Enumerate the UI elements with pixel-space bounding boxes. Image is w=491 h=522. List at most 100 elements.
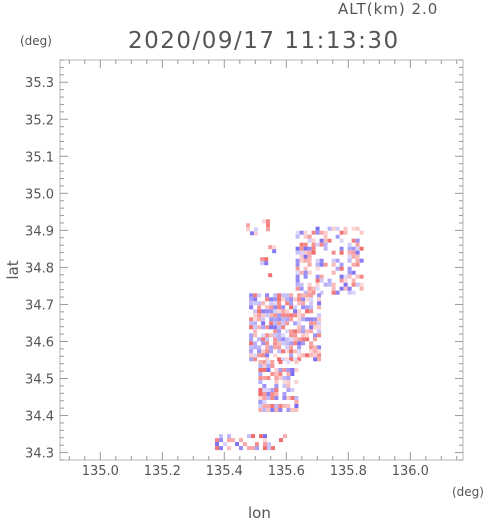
data-cell: [282, 384, 287, 388]
data-cell: [243, 442, 247, 447]
data-cell: [315, 266, 320, 271]
data-cell: [219, 434, 223, 439]
data-cell: [253, 353, 258, 358]
data-cell: [269, 309, 274, 314]
data-cell: [262, 376, 267, 380]
data-cell: [351, 226, 356, 231]
data-cell: [309, 301, 314, 306]
data-cell: [313, 325, 318, 330]
data-cell: [290, 408, 295, 412]
data-cell: [253, 313, 258, 318]
data-cell: [246, 227, 250, 232]
data-cell: [309, 353, 314, 358]
data-cell: [309, 321, 314, 326]
data-cell: [351, 282, 356, 287]
data-cell: [315, 278, 320, 283]
y-tick-label: 34.3: [25, 447, 54, 462]
data-cell: [266, 364, 271, 368]
data-cell: [313, 345, 318, 350]
data-cell: [317, 317, 322, 322]
data-cell: [253, 297, 258, 302]
data-cell: [235, 442, 239, 447]
data-cell: [261, 353, 266, 358]
data-cell: [254, 227, 258, 232]
data-cell: [281, 297, 286, 302]
data-cell: [347, 266, 352, 271]
data-cell: [282, 404, 287, 408]
data-cell: [289, 297, 294, 302]
data-cell: [223, 442, 227, 447]
data-cell: [281, 341, 286, 346]
y-tick-label: 34.4: [25, 410, 54, 425]
data-cell: [281, 313, 286, 318]
y-tick-label: 34.7: [25, 298, 54, 313]
data-cell: [307, 262, 312, 267]
data-cell: [273, 325, 278, 330]
y-tick-label: 35.3: [25, 76, 54, 91]
data-cell: [331, 270, 336, 275]
data-cell: [295, 274, 300, 279]
data-cell: [307, 250, 312, 255]
data-cell: [317, 301, 322, 306]
data-cell: [317, 329, 322, 334]
data-cell: [299, 250, 304, 255]
data-cell: [262, 368, 267, 372]
data-cell: [319, 258, 324, 263]
timestamp-title: 2020/09/17 11:13:30: [128, 28, 400, 54]
data-cell: [269, 321, 274, 326]
x-tick-label: 136.0: [392, 464, 429, 479]
data-cell: [285, 297, 290, 302]
data-cell: [315, 230, 320, 235]
data-cell: [295, 230, 300, 235]
data-cell: [339, 262, 344, 267]
data-cell: [317, 313, 322, 318]
data-cell: [289, 349, 294, 354]
data-cell: [277, 333, 282, 338]
data-cell: [266, 388, 271, 392]
data-cell: [278, 368, 283, 372]
data-cell: [266, 392, 271, 396]
data-cell: [297, 341, 302, 346]
data-cell: [267, 446, 271, 451]
data-cell: [301, 333, 306, 338]
data-cell: [258, 360, 263, 364]
data-cell: [294, 400, 299, 404]
data-cell: [311, 238, 316, 243]
data-cell: [282, 368, 287, 372]
data-cell: [261, 341, 266, 346]
data-cell: [294, 380, 299, 384]
data-cell: [257, 345, 262, 350]
data-cell: [281, 337, 286, 342]
data-cell: [265, 309, 270, 314]
x-tick-label: 135.6: [268, 464, 305, 479]
data-cell: [255, 442, 259, 447]
data-cell: [286, 368, 291, 372]
data-cell: [249, 341, 254, 346]
data-cell: [282, 376, 287, 380]
data-cell: [339, 286, 344, 291]
data-cell: [299, 282, 304, 287]
data-cell: [347, 274, 352, 279]
data-cell: [355, 226, 360, 231]
data-cell: [317, 321, 322, 326]
data-cell: [299, 230, 304, 235]
data-cell: [262, 392, 267, 396]
data-cell: [355, 250, 360, 255]
data-cell: [327, 238, 332, 243]
data-cell: [279, 438, 283, 443]
data-cell: [286, 396, 291, 400]
data-cell: [286, 388, 291, 392]
data-cell: [339, 246, 344, 251]
data-cell: [277, 341, 282, 346]
data-cell: [307, 282, 312, 287]
data-cell: [261, 321, 266, 326]
data-cell: [299, 246, 304, 251]
data-cell: [268, 245, 273, 250]
data-cell: [343, 226, 348, 231]
data-cell: [335, 258, 340, 263]
data-cell: [290, 368, 295, 372]
data-cell: [301, 301, 306, 306]
data-cell: [282, 380, 287, 384]
data-cell: [273, 321, 278, 326]
data-cell: [290, 388, 295, 392]
